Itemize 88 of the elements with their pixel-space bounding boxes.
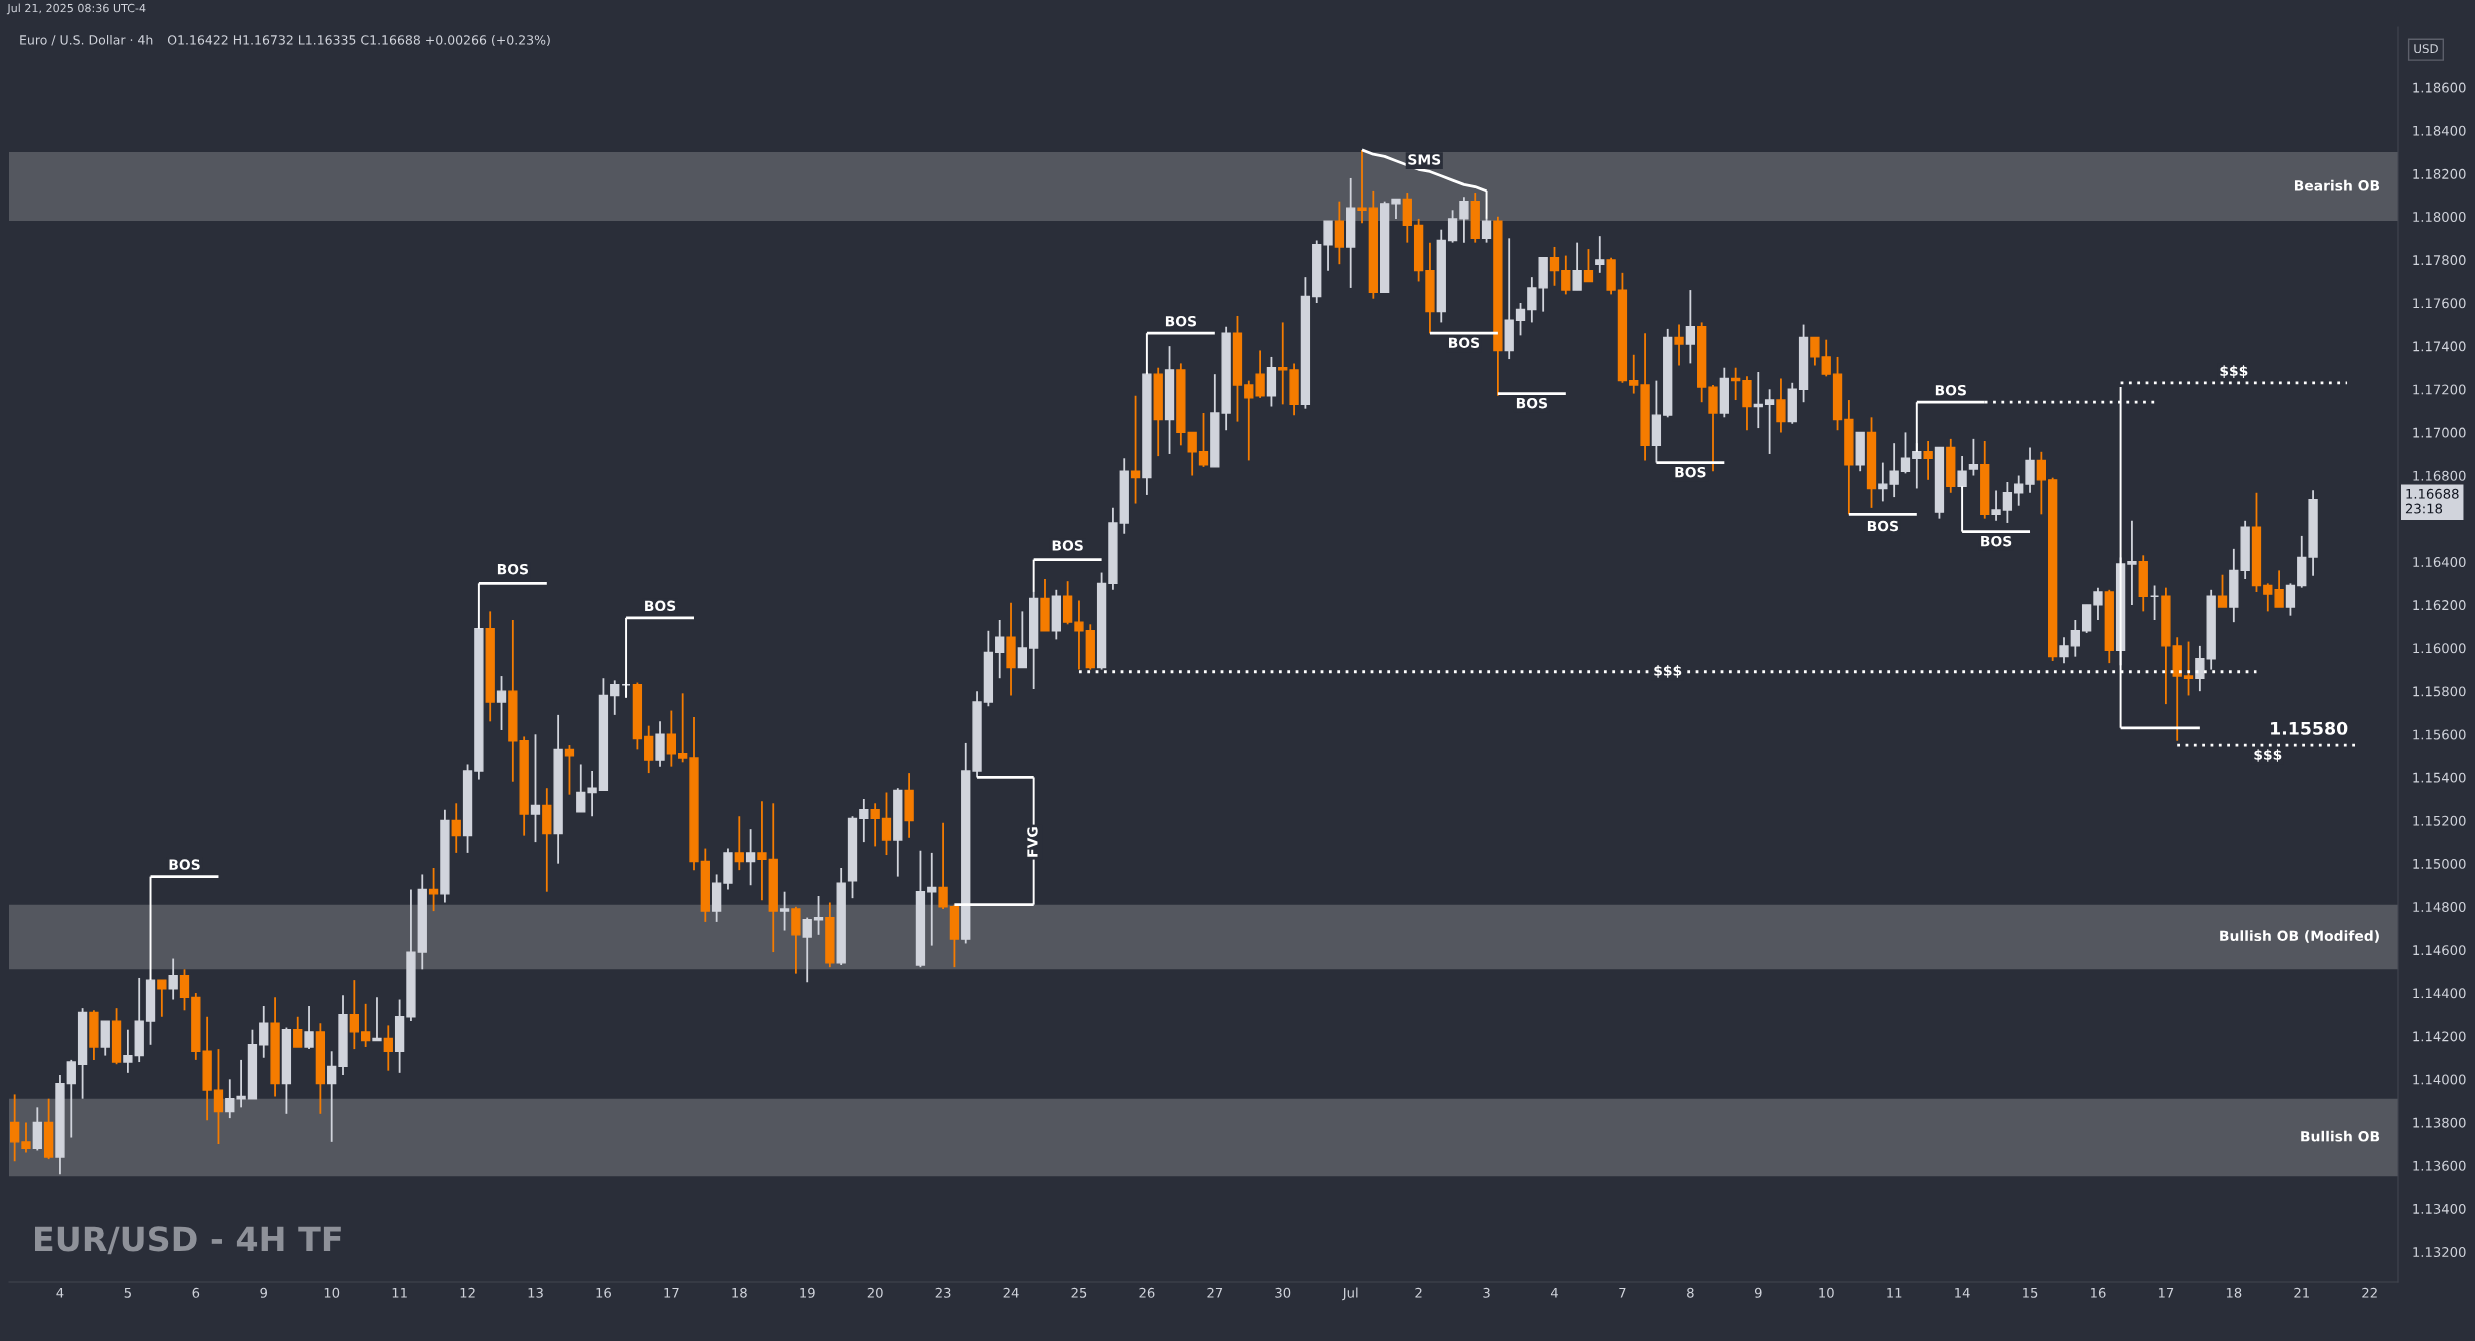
text: O1.16422 H1.16732 L1.16335 C1.16688 +0.00266 (+0.23%) <box>167 34 550 47</box>
x-tick-label: 11 <box>392 1287 407 1298</box>
y-tick-label: 1.17000 <box>2413 427 2466 438</box>
y-tick-label: 1.15400 <box>2413 772 2466 783</box>
annotation: BOS <box>645 600 676 612</box>
annotation: SMS <box>1408 154 1441 165</box>
x-tick-label: 4 <box>56 1287 64 1298</box>
x-tick-label: 19 <box>800 1287 815 1298</box>
annotation: BOS <box>497 563 529 575</box>
x-tick-label: 22 <box>2362 1287 2377 1298</box>
x-tick-label: 5 <box>124 1287 131 1298</box>
annotation: BOS <box>1165 315 1197 327</box>
x-tick-label: Jul <box>1342 1287 1358 1301</box>
y-tick-label: 1.14600 <box>2413 945 2466 956</box>
y-tick-label: 1.14200 <box>2413 1031 2466 1042</box>
text: Euro / U.S. Dollar · 4h <box>20 34 153 46</box>
y-tick-label: 1.13800 <box>2413 1117 2466 1128</box>
band-label: Bullish OB (Modifed) <box>2220 930 2379 943</box>
x-tick-label: 14 <box>1955 1287 1970 1298</box>
y-tick-label: 1.18200 <box>2413 168 2466 179</box>
x-tick-label: 16 <box>2091 1287 2106 1298</box>
x-tick-label: 2 <box>1415 1287 1422 1298</box>
x-tick-label: 3 <box>1483 1287 1490 1298</box>
annotation: BOS <box>1867 520 1899 532</box>
band-label: Bullish OB <box>2301 1130 2380 1142</box>
annotation: BOS <box>1516 397 1548 409</box>
annotation: $$$ <box>2254 749 2282 762</box>
y-tick-label: 1.16800 <box>2413 470 2466 481</box>
x-tick-label: 24 <box>1003 1287 1019 1298</box>
annotation: BOS <box>169 859 200 870</box>
x-tick-label: 10 <box>1819 1287 1834 1298</box>
y-tick-label: 1.15600 <box>2413 729 2466 740</box>
x-tick-label: 13 <box>528 1287 543 1298</box>
annotation: BOS <box>1935 384 1966 396</box>
x-tick-label: 7 <box>1619 1287 1626 1298</box>
y-tick-label: 1.14400 <box>2413 988 2466 999</box>
y-tick-label: 1.15200 <box>2413 815 2466 826</box>
band-label: Bearish OB <box>2294 179 2380 191</box>
y-tick-label: 1.18600 <box>2413 82 2466 93</box>
y-tick-label: 1.14800 <box>2413 902 2466 912</box>
x-tick-label: 27 <box>1207 1287 1223 1298</box>
y-tick-label: 1.16400 <box>2413 557 2466 567</box>
y-tick-label: 1.15000 <box>2413 858 2466 869</box>
x-tick-label: 20 <box>867 1287 883 1298</box>
x-tick-label: 17 <box>664 1287 679 1298</box>
y-tick-label: 1.17200 <box>2413 384 2466 395</box>
y-tick-label: 1.17400 <box>2413 341 2466 352</box>
x-tick-label: 17 <box>2158 1287 2174 1298</box>
x-tick-label: 9 <box>260 1287 268 1298</box>
y-tick-label: 1.16200 <box>2413 600 2466 611</box>
annotation: BOS <box>1675 466 1706 478</box>
y-tick-label: 1.13200 <box>2413 1247 2466 1258</box>
y-tick-label: 1.17800 <box>2413 255 2466 266</box>
text: Jul 21, 2025 08:36 UTC-4 <box>6 3 146 15</box>
x-tick-label: 10 <box>324 1287 340 1298</box>
annotation: BOS <box>1448 337 1480 349</box>
annotation: FVG <box>1027 827 1038 857</box>
x-tick-label: 6 <box>192 1287 200 1298</box>
x-tick-label: 18 <box>732 1287 747 1298</box>
y-tick-label: 1.13600 <box>2413 1160 2466 1171</box>
x-tick-label: 21 <box>2294 1287 2309 1298</box>
y-tick-label: 1.13400 <box>2413 1203 2466 1214</box>
annotation: BOS <box>1981 535 2012 547</box>
x-tick-label: 4 <box>1550 1287 1558 1298</box>
x-tick-label: 26 <box>1139 1287 1155 1298</box>
x-tick-label: 9 <box>1754 1287 1762 1298</box>
x-tick-label: 25 <box>1071 1287 1087 1298</box>
y-tick-label: 1.16000 <box>2413 643 2466 654</box>
text: 1.16688 23:18 <box>2405 488 2459 514</box>
annotation: $$$ <box>1654 665 1682 678</box>
x-tick-label: 12 <box>460 1287 475 1298</box>
x-tick-label: 23 <box>935 1287 951 1298</box>
x-tick-label: 15 <box>2023 1287 2038 1298</box>
annotation: $$$ <box>2220 365 2248 378</box>
y-tick-label: 1.15800 <box>2413 686 2466 697</box>
y-tick-label: 1.14000 <box>2413 1074 2466 1085</box>
y-tick-label: 1.18400 <box>2413 125 2466 136</box>
y-tick-label: 1.18000 <box>2413 211 2466 222</box>
x-tick-label: 30 <box>1275 1287 1291 1298</box>
x-tick-label: 11 <box>1887 1287 1902 1298</box>
annotation: BOS <box>1052 540 1083 551</box>
y-axis-title: USD <box>2414 44 2438 54</box>
x-tick-label: 8 <box>1687 1287 1694 1298</box>
x-tick-label: 18 <box>2226 1287 2242 1298</box>
annotation: EUR/USD - 4H TF <box>35 1226 341 1255</box>
y-tick-label: 1.17600 <box>2413 298 2466 309</box>
x-tick-label: 16 <box>596 1287 611 1298</box>
annotation: 1.15580 <box>2271 721 2348 735</box>
